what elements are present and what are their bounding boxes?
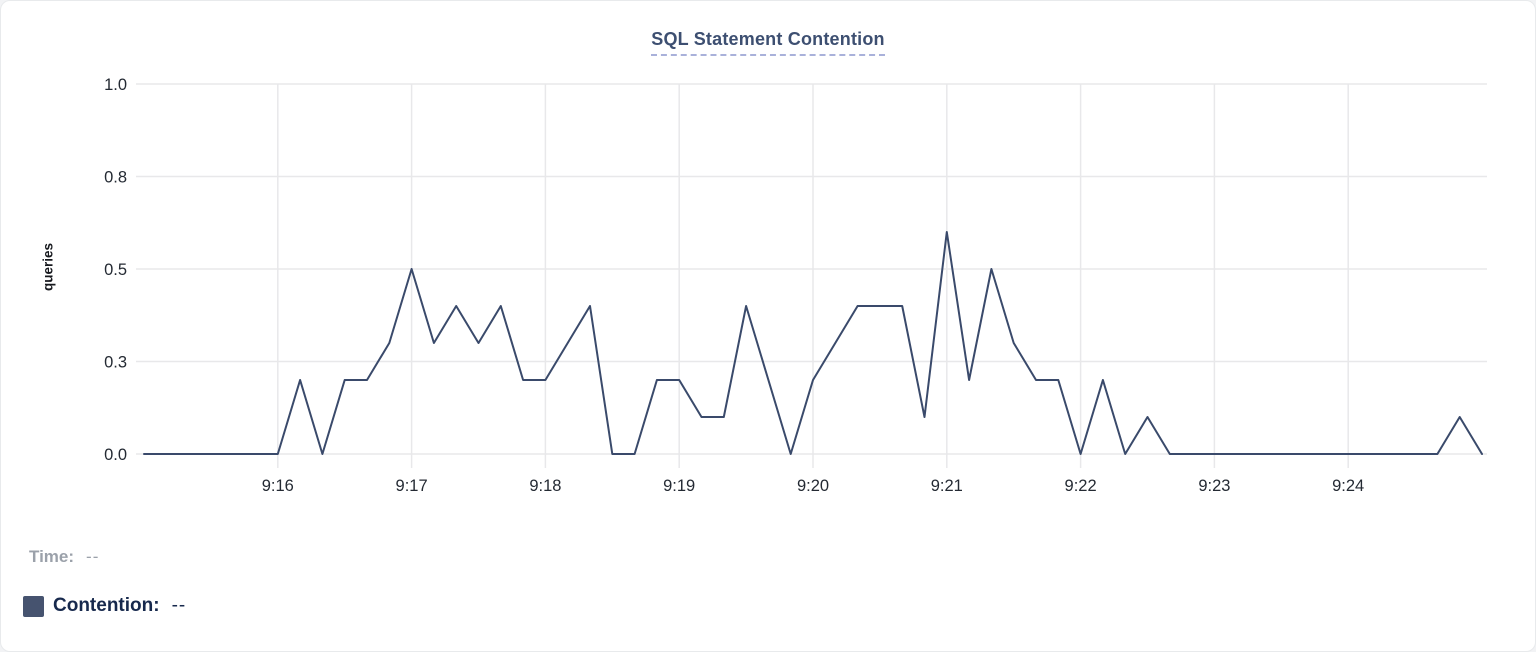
contention-line (143, 231, 1483, 455)
legend-time-label: Time: (29, 547, 75, 566)
legend-time-value: -- (86, 547, 100, 566)
legend-contention-value: -- (171, 595, 187, 616)
y-tick-label: 0.0 (104, 446, 127, 464)
contention-series-swatch (23, 595, 44, 617)
x-tick-label: 9:21 (931, 477, 963, 495)
x-tick-label: 9:20 (797, 477, 829, 495)
legend-contention-label: Contention: (53, 595, 160, 616)
legend-contention-row: Contention: -- (23, 593, 186, 619)
y-tick-label: 0.5 (104, 261, 127, 279)
x-tick-label: 9:16 (262, 477, 294, 495)
y-tick-label: 0.3 (104, 354, 127, 372)
chart-title[interactable]: SQL Statement Contention (651, 29, 885, 56)
chart-legend: Time: -- Contention: -- (23, 545, 186, 619)
y-axis-label: queries (40, 242, 56, 292)
contention-line-chart[interactable]: 1.0 0.8 0.5 0.3 0.0 9:16 9:17 9:18 9:19 9:20 9:21 9… (1, 1, 1536, 521)
y-tick-label: 0.8 (104, 169, 127, 187)
x-tick-label: 9:17 (396, 477, 428, 495)
x-tick-label: 9:18 (529, 477, 561, 495)
x-tick-label: 9:24 (1332, 477, 1364, 495)
x-tick-label: 9:23 (1198, 477, 1230, 495)
x-tick-label: 9:19 (663, 477, 695, 495)
x-tick-label: 9:22 (1065, 477, 1097, 495)
chart-header: SQL Statement Contention (1, 29, 1535, 56)
y-tick-label: 1.0 (104, 76, 127, 94)
legend-time-row: Time: -- (29, 545, 186, 569)
